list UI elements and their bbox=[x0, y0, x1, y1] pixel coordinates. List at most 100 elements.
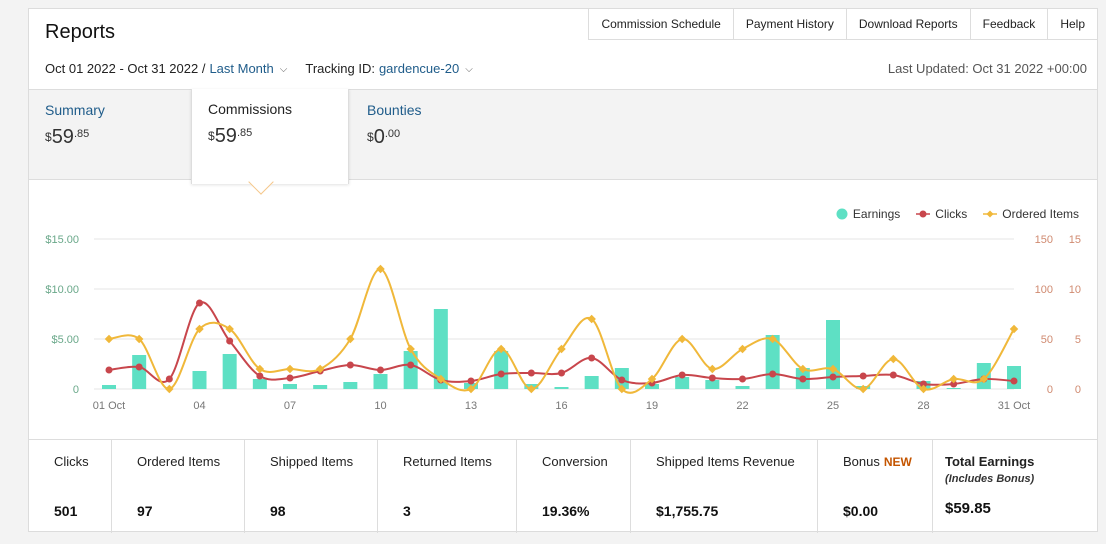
stat-clicks: Clicks 501 bbox=[29, 440, 112, 533]
clicks-point bbox=[196, 299, 203, 307]
tab-bounties[interactable]: Bounties $ 0 .00 bbox=[351, 90, 511, 180]
ordered-items-point bbox=[1009, 324, 1019, 334]
filters-bar: Oct 01 2022 - Oct 31 2022 / Last Month ⌵… bbox=[45, 61, 491, 76]
amount-whole: 59 bbox=[214, 125, 237, 147]
earnings-bar bbox=[735, 386, 750, 389]
amount-whole: 59 bbox=[51, 126, 74, 148]
ordered-items-point bbox=[436, 374, 446, 384]
stat-label: Total Earnings bbox=[945, 454, 1035, 469]
y-tick-label-items: 5 bbox=[1075, 334, 1081, 346]
stat-value: $59.85 bbox=[945, 500, 991, 517]
tab-summary[interactable]: Summary $ 59 .85 bbox=[29, 90, 191, 180]
ordered-items-point bbox=[195, 324, 204, 334]
commission-schedule-link[interactable]: Commission Schedule bbox=[589, 9, 734, 39]
stat-ordered-items: Ordered Items 97 bbox=[112, 440, 245, 533]
ordered-items-point bbox=[587, 314, 596, 324]
clicks-point bbox=[226, 337, 234, 345]
earnings-bar bbox=[705, 380, 720, 389]
x-tick-label: 13 bbox=[465, 400, 477, 412]
ordered-items-point bbox=[315, 364, 325, 374]
stat-label: Returned Items bbox=[403, 454, 492, 469]
stat-value: 501 bbox=[54, 503, 78, 519]
ordered-items-point bbox=[979, 374, 989, 384]
x-tick-label: 31 Oct bbox=[998, 400, 1030, 412]
stat-label: Ordered Items bbox=[137, 454, 221, 469]
stat-bonus: Bonus NEW $0.00 bbox=[818, 440, 933, 533]
earnings-bar bbox=[584, 376, 599, 389]
ordered-items-point bbox=[346, 334, 355, 344]
y-tick-label-clicks: 0 bbox=[1047, 384, 1053, 396]
tab-commissions[interactable]: Commissions $ 59 .85 bbox=[191, 89, 349, 184]
stat-value: 19.36% bbox=[542, 503, 590, 519]
legend-clicks[interactable]: Clicks bbox=[916, 207, 967, 221]
currency-symbol: $ bbox=[45, 130, 52, 144]
ordered-items-point bbox=[225, 324, 234, 334]
clicks-point bbox=[135, 363, 143, 371]
stat-label: Conversion bbox=[542, 454, 608, 469]
ordered-items-point bbox=[889, 354, 898, 364]
legend-ordered-items[interactable]: Ordered Items bbox=[983, 207, 1079, 221]
ordered-items-point bbox=[466, 384, 476, 394]
stat-label: Clicks bbox=[54, 454, 89, 469]
clicks-swatch-icon bbox=[916, 210, 931, 218]
x-tick-label: 07 bbox=[284, 400, 296, 412]
currency-symbol: $ bbox=[208, 129, 215, 143]
x-tick-label: 16 bbox=[555, 400, 567, 412]
ordered-items-point bbox=[527, 384, 536, 394]
legend-label: Ordered Items bbox=[1002, 207, 1079, 221]
help-link[interactable]: Help bbox=[1060, 17, 1085, 31]
y-tick-label-clicks: 150 bbox=[1035, 234, 1053, 246]
tracking-id-dropdown[interactable]: gardencue-20 bbox=[378, 61, 460, 76]
earnings-bar bbox=[102, 385, 116, 389]
stat-shipped-items: Shipped Items 98 bbox=[245, 440, 378, 533]
date-range: Oct 01 2022 - Oct 31 2022 / bbox=[45, 61, 206, 76]
clicks-point bbox=[859, 372, 867, 380]
tab-label: Bounties bbox=[367, 102, 422, 118]
tab-amount: $ 0 .00 bbox=[367, 126, 495, 149]
clicks-point bbox=[769, 370, 777, 378]
ordered-items-point bbox=[738, 344, 747, 354]
ordered-items-point bbox=[768, 334, 777, 344]
clicks-point bbox=[588, 354, 596, 362]
stat-returned-items: Returned Items 3 bbox=[378, 440, 517, 533]
stat-label: Shipped Items bbox=[270, 454, 354, 469]
chevron-down-icon[interactable]: ⌵ bbox=[465, 64, 473, 75]
ordered-items-point bbox=[677, 334, 687, 344]
x-tick-label: 01 Oct bbox=[93, 400, 125, 412]
y-tick-label-clicks: 100 bbox=[1035, 284, 1053, 296]
report-tabs: Summary $ 59 .85 Commissions $ 59 .85 Bo… bbox=[29, 89, 1097, 184]
ordered-items-point bbox=[376, 264, 385, 274]
y-tick-label-earnings: 0 bbox=[73, 384, 79, 396]
clicks-point bbox=[558, 369, 565, 377]
y-tick-label-earnings: $15.00 bbox=[45, 234, 79, 246]
download-reports-link[interactable]: Download Reports bbox=[847, 9, 971, 39]
top-links: Commission Schedule Payment History Down… bbox=[588, 9, 1097, 40]
clicks-point bbox=[889, 371, 897, 379]
legend-earnings[interactable]: Earnings bbox=[836, 207, 900, 221]
last-updated: Last Updated: Oct 31 2022 +00:00 bbox=[887, 61, 1087, 76]
ordered-items-point bbox=[647, 374, 657, 384]
earnings-bar bbox=[765, 335, 780, 389]
chevron-down-icon[interactable]: ⌵ bbox=[279, 64, 288, 75]
clicks-point bbox=[256, 372, 264, 380]
feedback-link[interactable]: Feedback bbox=[971, 9, 1049, 39]
period-dropdown[interactable]: Last Month bbox=[209, 61, 274, 76]
ordered-items-point bbox=[919, 384, 928, 394]
earnings-bar bbox=[675, 377, 690, 389]
page-title: Reports bbox=[45, 21, 116, 43]
earnings-bar bbox=[252, 379, 267, 389]
clicks-point bbox=[618, 376, 626, 384]
ordered-items-point bbox=[104, 334, 114, 344]
y-tick-label-clicks: 50 bbox=[1041, 334, 1053, 346]
new-badge: NEW bbox=[883, 455, 912, 469]
clicks-point bbox=[829, 373, 837, 381]
ordered-items-point bbox=[828, 364, 838, 374]
stat-sublabel: (Includes Bonus) bbox=[945, 473, 1035, 485]
y-tick-label-items: 0 bbox=[1075, 384, 1081, 396]
clicks-point bbox=[739, 375, 746, 383]
ordered-items-point bbox=[798, 364, 808, 374]
payment-history-link[interactable]: Payment History bbox=[734, 9, 847, 39]
stat-conversion: Conversion 19.36% bbox=[517, 440, 631, 533]
ordered-items-point bbox=[134, 334, 144, 344]
ordered-items-swatch-icon bbox=[983, 210, 998, 218]
